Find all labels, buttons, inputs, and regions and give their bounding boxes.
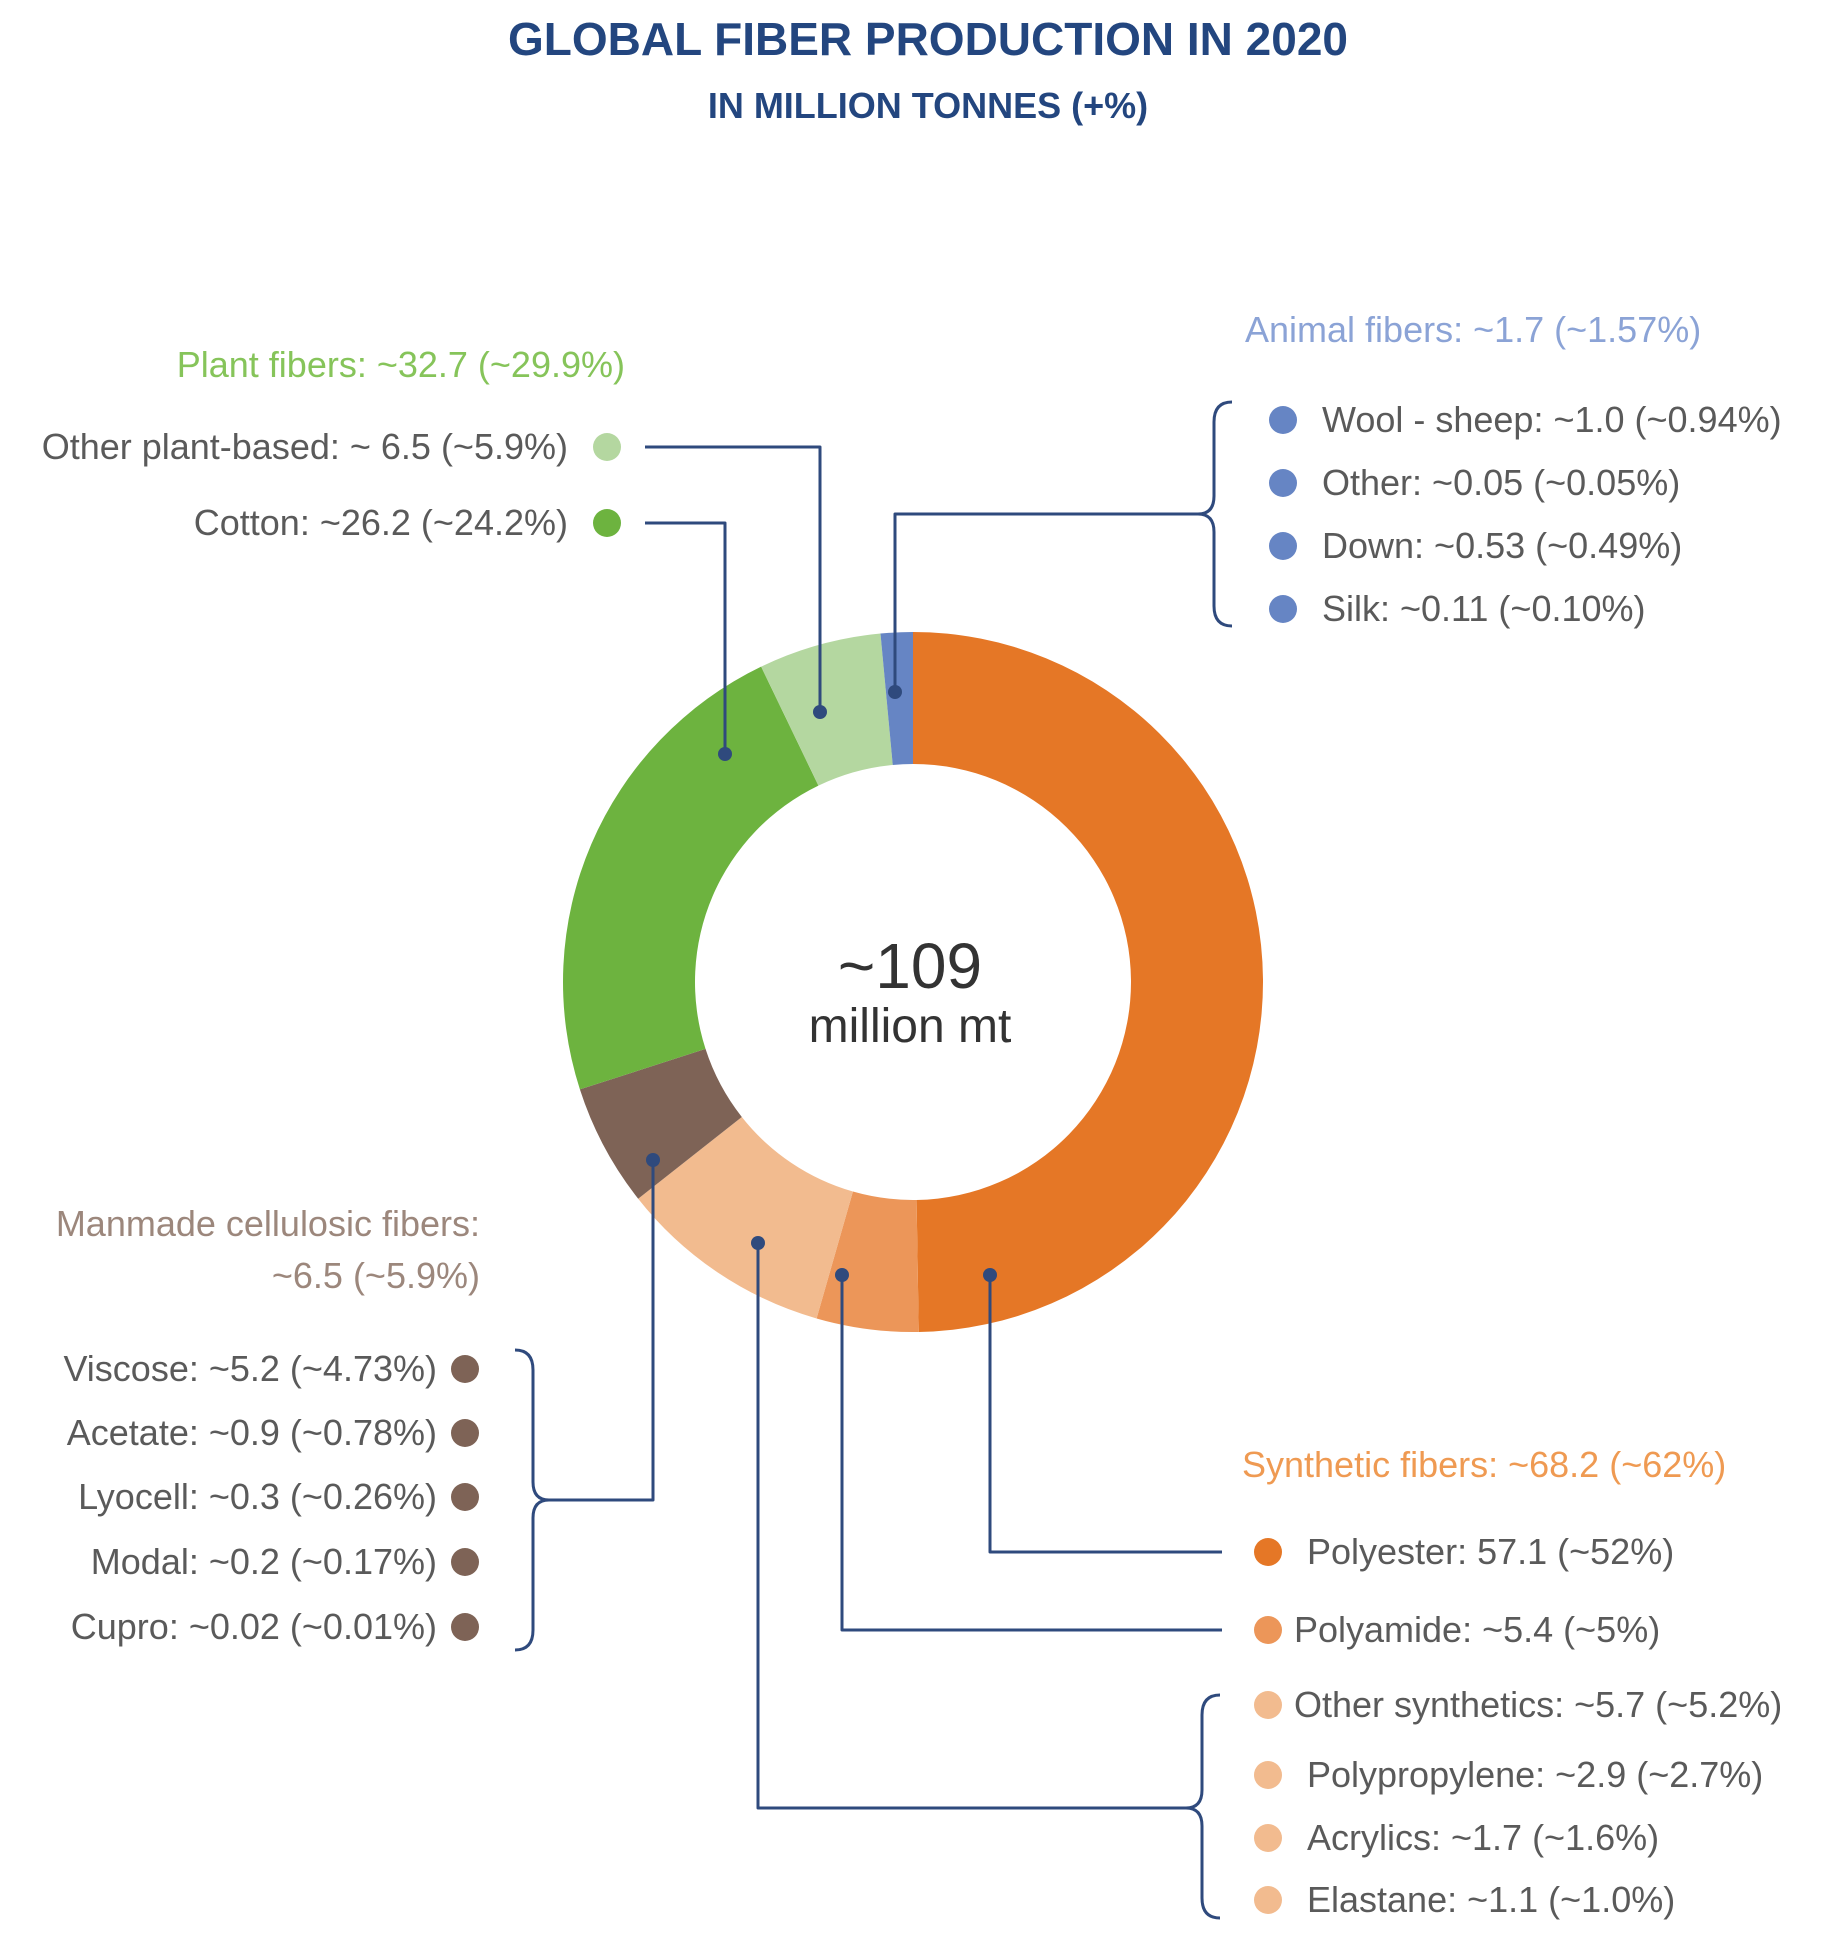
cellulosic-item-label: Modal: ~0.2 (~0.17%) [91, 1541, 437, 1582]
synthetic-item-label: Polyester: 57.1 (~52%) [1307, 1531, 1674, 1572]
brace-other-synthetics [1185, 1693, 1221, 1920]
brace-animal [1197, 400, 1233, 628]
center-unit: million mt [809, 1000, 1012, 1053]
cellulosic-item-label: Lyocell: ~0.3 (~0.26%) [78, 1476, 437, 1517]
segment-other-plant-based [761, 633, 893, 786]
synthetic-fibers-group: Synthetic fibers: ~68.2 (~62%) Polyester… [1242, 1444, 1782, 1920]
cellulosic-fibers-value: ~6.5 (~5.9%) [272, 1255, 480, 1296]
animal-item-dot [1269, 595, 1297, 623]
cellulosic-item-label: Cupro: ~0.02 (~0.01%) [71, 1606, 437, 1647]
anchor-polyester [983, 1268, 997, 1282]
brace-cellulosic [514, 1348, 550, 1652]
segment-other-synthetics [638, 1116, 853, 1319]
cellulosic-item-dot [451, 1355, 479, 1383]
anchor-other-plant [813, 705, 827, 719]
center-value: ~109 [838, 930, 982, 1002]
synthetic-item-label: Acrylics: ~1.7 (~1.6%) [1307, 1817, 1659, 1858]
leader-polyester [988, 1275, 1222, 1554]
anchor-polyamide [835, 1268, 849, 1282]
animal-item-dot [1269, 406, 1297, 434]
leader-animal [893, 512, 1202, 692]
synthetic-item-label: Elastane: ~1.1 (~1.0%) [1307, 1879, 1675, 1920]
anchor-other-synthetics [751, 1236, 765, 1250]
segment-manmade-cellulosic [579, 1048, 742, 1199]
donut-chart [563, 632, 1264, 1333]
leader-other-plant [645, 445, 822, 712]
synthetic-item-dot [1254, 1824, 1282, 1852]
synthetic-item-dot [1254, 1691, 1282, 1719]
synthetic-item-dot [1254, 1538, 1282, 1566]
segment-cotton [563, 666, 819, 1090]
cellulosic-fibers-group: Manmade cellulosic fibers: ~6.5 (~5.9%) … [56, 1203, 480, 1647]
cellulosic-fibers-label: Manmade cellulosic fibers: [56, 1203, 480, 1244]
synthetic-fibers-label: Synthetic fibers: ~68.2 (~62%) [1242, 1444, 1726, 1485]
leader-other-synthetics [756, 1243, 1192, 1810]
animal-fibers-label: Animal fibers: ~1.7 (~1.57%) [1245, 309, 1701, 350]
plant-item-dot [593, 433, 621, 461]
plant-fibers-group: Plant fibers: ~32.7 (~29.9%) Other plant… [42, 344, 625, 543]
animal-item-dot [1269, 532, 1297, 560]
leader-polyamide [840, 1275, 1222, 1632]
synthetic-item-label: Other synthetics: ~5.7 (~5.2%) [1294, 1684, 1782, 1725]
chart-title: GLOBAL FIBER PRODUCTION IN 2020 [508, 13, 1348, 65]
synthetic-item-dot [1254, 1761, 1282, 1789]
cellulosic-item-label: Acetate: ~0.9 (~0.78%) [67, 1412, 437, 1453]
synthetic-item-dot [1254, 1616, 1282, 1644]
animal-item-dot [1269, 469, 1297, 497]
cellulosic-item-dot [451, 1483, 479, 1511]
plant-item-label: Cotton: ~26.2 (~24.2%) [194, 502, 568, 543]
leader-cotton [645, 521, 727, 754]
animal-fibers-group: Animal fibers: ~1.7 (~1.57%) Wool - shee… [1245, 309, 1782, 629]
cellulosic-item-label: Viscose: ~5.2 (~4.73%) [63, 1348, 437, 1389]
anchor-cellulosic [646, 1153, 660, 1167]
anchor-animal [888, 685, 902, 699]
plant-fibers-label: Plant fibers: ~32.7 (~29.9%) [177, 344, 625, 385]
synthetic-item-label: Polypropylene: ~2.9 (~2.7%) [1307, 1754, 1763, 1795]
plant-item-dot [593, 509, 621, 537]
animal-item-label: Silk: ~0.11 (~0.10%) [1322, 588, 1646, 629]
cellulosic-item-dot [451, 1613, 479, 1641]
plant-item-label: Other plant-based: ~ 6.5 (~5.9%) [42, 426, 568, 467]
leader-lines [545, 445, 1222, 1810]
animal-item-label: Wool - sheep: ~1.0 (~0.94%) [1322, 399, 1782, 440]
leader-cellulosic [545, 1160, 655, 1502]
animal-item-label: Down: ~0.53 (~0.49%) [1322, 525, 1682, 566]
cellulosic-item-dot [451, 1548, 479, 1576]
segment-polyester [913, 632, 1264, 1332]
cellulosic-item-dot [451, 1419, 479, 1447]
animal-item-label: Other: ~0.05 (~0.05%) [1322, 462, 1680, 503]
synthetic-item-dot [1254, 1886, 1282, 1914]
leader-anchors [646, 685, 997, 1282]
anchor-cotton [718, 747, 732, 761]
chart-subtitle: IN MILLION TONNES (+%) [708, 85, 1148, 126]
synthetic-item-label: Polyamide: ~5.4 (~5%) [1294, 1609, 1660, 1650]
